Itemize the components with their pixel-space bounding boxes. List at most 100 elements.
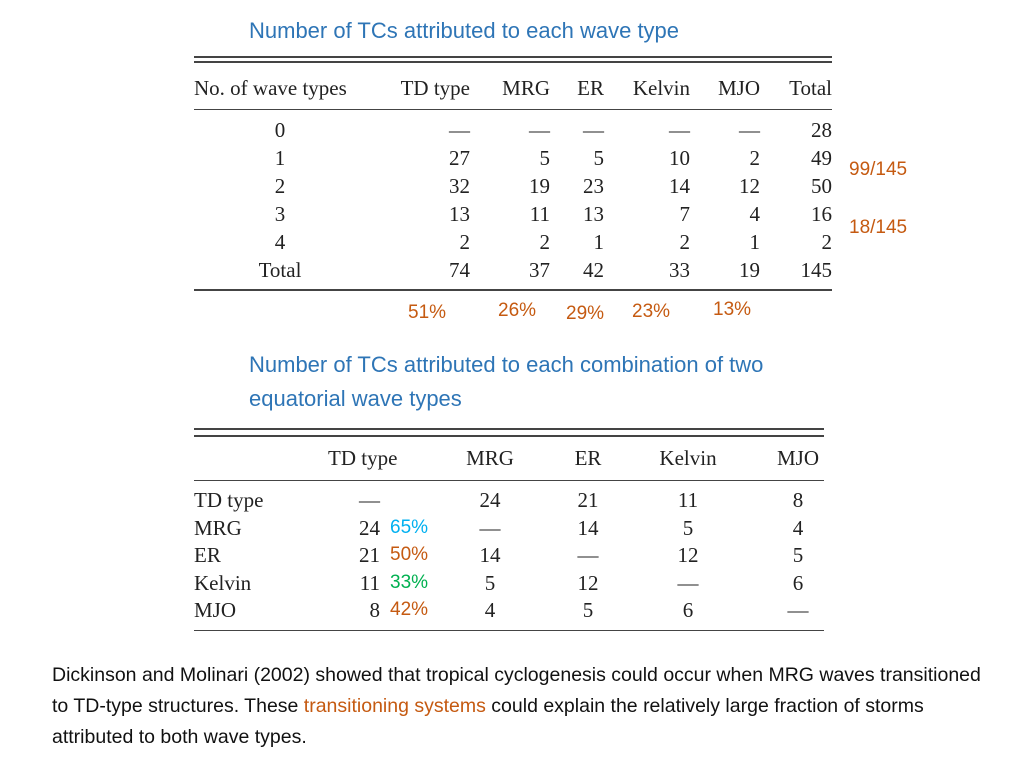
t2-cell: 8	[369, 598, 381, 622]
t2-header-mrg: MRG	[466, 446, 514, 470]
wave-type-table: No. of wave types TD type MRG ER Kelvin …	[194, 56, 832, 296]
t2-cell: 5	[484, 571, 496, 595]
table2-top-rule-double	[194, 435, 824, 437]
column-percentage: 26%	[498, 300, 537, 321]
paragraph-text-after: could explain the relatively large fract…	[52, 695, 924, 748]
t1-cell: —	[739, 118, 760, 142]
header-no-of-wave-types: No. of wave types	[194, 76, 347, 100]
t1-cell: 7	[679, 202, 691, 226]
paragraph-highlight: transitioning systems	[303, 695, 486, 717]
table-header-rule	[194, 109, 832, 110]
t1-cell: 14	[669, 174, 690, 198]
t2-cell: 11	[359, 571, 380, 595]
t2-cell: 4	[484, 598, 496, 622]
t1-cell: 32	[449, 174, 470, 198]
t1-cell: —	[669, 118, 690, 142]
t2-row-label: TD type	[194, 488, 264, 512]
t1-cell: 4	[749, 202, 761, 226]
t1-row-label: 1	[274, 146, 286, 170]
t2-cell: 5	[582, 598, 594, 622]
t1-cell: 37	[529, 258, 550, 282]
t1-cell: 13	[449, 202, 470, 226]
t2-cell: 6	[682, 598, 694, 622]
t2-percentage: 42%	[390, 599, 429, 620]
t1-cell: 2	[679, 230, 691, 254]
t2-cell: 21	[577, 488, 599, 512]
t2-cell: 24	[479, 488, 501, 512]
t1-cell: 11	[529, 202, 550, 226]
t2-percentage: 33%	[390, 572, 429, 593]
explanatory-paragraph: Dickinson and Molinari (2002) showed tha…	[52, 660, 992, 753]
t2-percentage: 65%	[390, 517, 429, 538]
header-mrg: MRG	[502, 76, 550, 100]
t2-row-label: Kelvin	[194, 571, 252, 595]
t1-cell: 23	[583, 174, 604, 198]
t2-cell: —	[359, 488, 380, 512]
t1-cell: 13	[583, 202, 604, 226]
t2-cell: 12	[577, 571, 599, 595]
t2-cell: 14	[577, 516, 599, 540]
t1-cell: 42	[583, 258, 604, 282]
table2-header-rule	[194, 480, 824, 481]
table1-title: Number of TCs attributed to each wave ty…	[249, 18, 680, 43]
t1-cell: 50	[811, 174, 832, 198]
t2-header-td-type: TD type	[328, 446, 398, 470]
t2-cell: 14	[479, 543, 501, 567]
t1-cell: 1	[593, 230, 605, 254]
table2-title: Number of TCs attributed to each combina…	[249, 352, 764, 411]
t1-cell: 27	[449, 146, 470, 170]
t2-percentage: 50%	[390, 544, 429, 565]
t2-row-label: ER	[194, 543, 221, 567]
t1-cell: —	[583, 118, 604, 142]
t2-row-label: MJO	[194, 598, 237, 622]
side-note-18-145: 18/145	[849, 217, 908, 238]
t1-cell: 12	[739, 174, 760, 198]
header-er: ER	[577, 76, 604, 100]
t1-cell: 1	[749, 230, 761, 254]
t1-cell: 2	[749, 146, 761, 170]
column-percentage: 13%	[713, 299, 752, 320]
t1-cell: 2	[821, 230, 833, 254]
t1-cell: 5	[593, 146, 605, 170]
t1-cell: 10	[669, 146, 690, 170]
t1-cell: 145	[800, 258, 833, 282]
header-mjo: MJO	[717, 76, 760, 100]
t1-cell: 5	[539, 146, 551, 170]
t1-cell: 2	[459, 230, 471, 254]
header-kelvin: Kelvin	[632, 76, 690, 100]
t2-cell: 5	[792, 543, 804, 567]
t1-row-label: 4	[274, 230, 286, 254]
t2-cell: 12	[677, 543, 699, 567]
t2-header-mjo: MJO	[776, 446, 819, 470]
t1-row-label: Total	[258, 258, 302, 282]
t2-cell: 24	[359, 516, 380, 540]
t2-cell: 11	[677, 488, 699, 512]
t2-cell: 4	[792, 516, 804, 540]
side-note-99-145: 99/145	[849, 159, 908, 180]
t1-row-label: 3	[274, 202, 286, 226]
column-percentage: 23%	[632, 301, 671, 322]
table-top-rule-double	[194, 61, 832, 63]
t2-cell: 6	[792, 571, 804, 595]
t1-cell: 74	[449, 258, 470, 282]
t1-cell: 33	[669, 258, 690, 282]
table2-bottom-rule	[194, 630, 824, 631]
t2-cell: 8	[792, 488, 804, 512]
t2-cell: 21	[359, 543, 380, 567]
t2-header-kelvin: Kelvin	[659, 446, 717, 470]
t1-cell: 19	[739, 258, 760, 282]
t2-cell: —	[787, 598, 809, 622]
t2-cell: —	[479, 516, 501, 540]
t1-cell: 28	[811, 118, 832, 142]
t1-cell: 19	[529, 174, 550, 198]
header-td-type: TD type	[400, 76, 470, 100]
table-bottom-rule	[194, 289, 832, 291]
t1-row-label: 2	[274, 174, 286, 198]
wave-combination-table: TD type MRG ER Kelvin MJO TD type — 24 21 11…	[194, 428, 824, 633]
t1-cell: 16	[811, 202, 832, 226]
t2-row-label: MRG	[194, 516, 242, 540]
t1-cell: 2	[539, 230, 551, 254]
table-top-rule	[194, 56, 832, 58]
t1-cell: 49	[811, 146, 832, 170]
t2-header-er: ER	[574, 446, 602, 470]
